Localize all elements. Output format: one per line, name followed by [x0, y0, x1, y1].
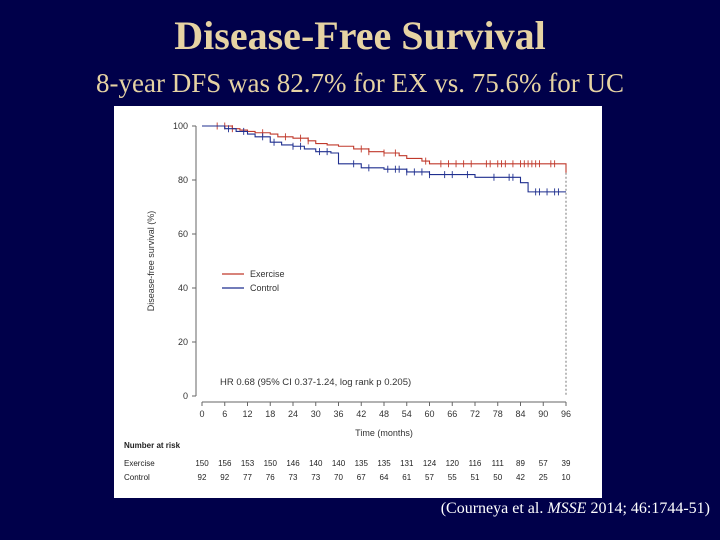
x-tick-label: 24 — [288, 409, 298, 419]
x-tick-label: 96 — [561, 409, 571, 419]
y-tick-label: 20 — [178, 337, 188, 347]
risk-value: 116 — [469, 459, 482, 468]
x-tick-label: 84 — [515, 409, 525, 419]
legend-label-control: Control — [250, 283, 279, 293]
slide-subtitle: 8-year DFS was 82.7% for EX vs. 75.6% fo… — [96, 68, 624, 98]
risk-value: 10 — [562, 473, 571, 482]
risk-value: 92 — [198, 473, 207, 482]
risk-value: 73 — [289, 473, 298, 482]
risk-table: Number at risk Exercise 150 156 153 150 146 140… — [124, 441, 571, 482]
x-tick-label: 72 — [470, 409, 480, 419]
kaplan-meier-chart: 0 20 40 60 80 100 0 6 12 18 24 30 36 42 48 54 60 66 72 78 84… — [124, 121, 571, 482]
hazard-ratio-annotation: HR 0.68 (95% CI 0.37-1.24, log rank p 0.… — [220, 377, 411, 388]
y-axis-label: Disease-free survival (%) — [146, 211, 156, 312]
y-tick-label: 80 — [178, 175, 188, 185]
x-tick-label: 0 — [199, 409, 204, 419]
x-tick-label: 48 — [379, 409, 389, 419]
risk-value: 57 — [425, 473, 434, 482]
x-tick-label: 12 — [242, 409, 252, 419]
risk-value: 50 — [493, 473, 502, 482]
x-tick-label: 18 — [265, 409, 275, 419]
slide-title: Disease-Free Survival — [174, 13, 546, 58]
x-tick-label: 66 — [447, 409, 457, 419]
axes: 0 20 40 60 80 100 0 6 12 18 24 30 36 42 48 54 60 66 72 78 84… — [146, 121, 571, 438]
x-tick-label: 54 — [402, 409, 412, 419]
x-tick-label: 78 — [493, 409, 503, 419]
risk-value: 39 — [562, 459, 571, 468]
risk-table-heading: Number at risk — [124, 441, 181, 450]
risk-value: 57 — [539, 459, 548, 468]
risk-value: 111 — [492, 459, 505, 468]
y-tick-label: 100 — [173, 121, 188, 131]
risk-value: 92 — [220, 473, 229, 482]
risk-value: 42 — [516, 473, 525, 482]
risk-value: 64 — [380, 473, 389, 482]
x-tick-label: 60 — [424, 409, 434, 419]
risk-value: 51 — [471, 473, 480, 482]
x-tick-label: 30 — [311, 409, 321, 419]
risk-value: 120 — [446, 459, 460, 468]
y-tick-label: 0 — [183, 391, 188, 401]
risk-value: 89 — [516, 459, 525, 468]
risk-value: 156 — [218, 459, 232, 468]
risk-value: 135 — [355, 459, 369, 468]
x-tick-label: 90 — [538, 409, 548, 419]
risk-value: 76 — [266, 473, 275, 482]
citation-prefix: (Courneya et al. — [440, 500, 548, 517]
x-tick-label: 6 — [222, 409, 227, 419]
risk-value: 67 — [357, 473, 366, 482]
y-tick-label: 60 — [178, 229, 188, 239]
risk-value: 131 — [400, 459, 414, 468]
risk-value: 150 — [195, 459, 209, 468]
risk-value: 153 — [241, 459, 255, 468]
citation: (Courneya et al. MSSE 2014; 46:1744-51) — [390, 500, 710, 518]
x-tick-label: 36 — [333, 409, 343, 419]
risk-value: 146 — [286, 459, 300, 468]
legend-label-exercise: Exercise — [250, 269, 285, 279]
risk-value: 73 — [311, 473, 320, 482]
y-tick-label: 40 — [178, 283, 188, 293]
risk-value: 77 — [243, 473, 252, 482]
km-curve-control — [202, 125, 566, 193]
series-layer — [202, 122, 567, 196]
risk-value: 140 — [332, 459, 346, 468]
risk-value: 25 — [539, 473, 548, 482]
risk-value: 135 — [377, 459, 391, 468]
annotation-layer: HR 0.68 (95% CI 0.37-1.24, log rank p 0.… — [220, 377, 411, 388]
chart-panel: 0 20 40 60 80 100 0 6 12 18 24 30 36 42 48 54 60 66 72 78 84… — [114, 106, 602, 498]
x-axis-label: Time (months) — [355, 428, 413, 438]
risk-value: 70 — [334, 473, 343, 482]
risk-row-label: Exercise — [124, 459, 155, 468]
x-tick-label: 42 — [356, 409, 366, 419]
citation-journal: MSSE — [547, 500, 587, 517]
risk-row-label: Control — [124, 473, 150, 482]
km-curve-exercise — [202, 125, 567, 173]
risk-value: 150 — [264, 459, 278, 468]
legend: Exercise Control — [222, 269, 285, 293]
citation-suffix: 2014; 46:1744-51) — [586, 500, 710, 517]
risk-value: 140 — [309, 459, 323, 468]
risk-value: 124 — [423, 459, 437, 468]
risk-value: 61 — [402, 473, 411, 482]
risk-value: 55 — [448, 473, 457, 482]
